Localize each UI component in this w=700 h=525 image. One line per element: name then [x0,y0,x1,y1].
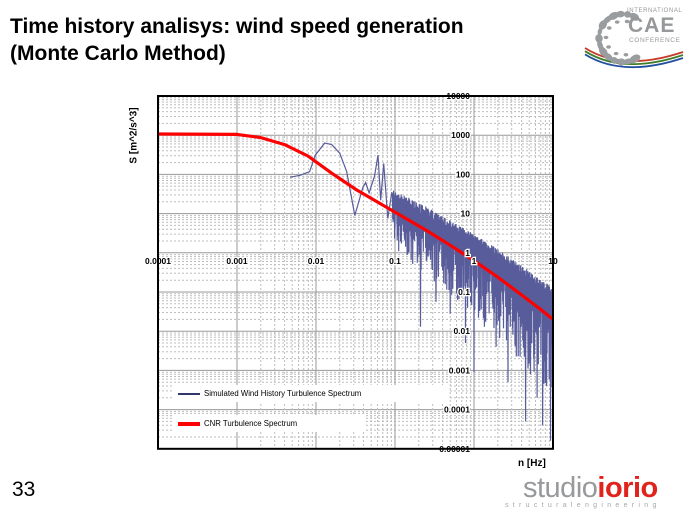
y-tick-label: 10 [461,209,471,219]
studio-iorio-wordmark: studioiorio [523,474,658,503]
y-tick-label: 0.001 [449,365,471,375]
title-line-1: Time history analisys: wind speed genera… [10,15,464,38]
chart-plot-area [158,132,553,441]
y-axis-title: S [m^2/s^3] [128,107,140,164]
cae-logo-text-cae: CAE [628,14,676,37]
cae-logo-graphic [584,10,684,69]
logo-word-iorio: iorio [597,472,658,504]
logo-word-studio: studio [523,472,598,504]
x-tick-label: 0.1 [389,256,401,266]
y-tick-label: 1000 [451,130,470,140]
logo-subtitle-structural-engineering: structuralengineering [505,502,661,509]
studio-iorio-logo: studioiorio structuralengineering [504,474,694,514]
y-tick-label: 1 [465,248,470,258]
y-tick-label: 0.01 [453,326,470,336]
legend-entry-cnr: CNR Turbulence Spectrum [172,415,364,432]
slide-page-number: 33 [12,478,36,501]
cae-logo-text-conference: CONFERENCE [629,37,681,44]
legend-line-sample-blue [178,392,200,395]
y-tick-label: 100 [456,169,470,179]
series-cnr-spectrum [158,132,553,321]
x-tick-label: 0.001 [226,256,248,266]
cae-logo-text-international: INTERNATIONAL [627,8,683,14]
series-simulated-spectrum [289,142,553,441]
cae-conference-logo: INTERNATIONAL CAE CONFERENCE [583,2,697,74]
x-tick-label: 1 [472,256,477,266]
y-tick-label: 0.1 [458,287,470,297]
plot-border [157,95,554,450]
legend-entry-simulated: Simulated Wind History Turbulence Spectr… [172,385,448,402]
page-title: Time history analisys: wind speed genera… [10,14,464,68]
x-tick-label: 0.01 [308,256,325,266]
x-axis-title: n [Hz] [518,458,546,469]
legend-line-sample-red [178,421,200,426]
title-line-2: (Monte Carlo Method) [10,41,226,65]
y-tick-label: 0.0001 [444,405,470,415]
legend-label: Simulated Wind History Turbulence Spectr… [204,389,362,398]
legend-label: CNR Turbulence Spectrum [204,419,298,428]
